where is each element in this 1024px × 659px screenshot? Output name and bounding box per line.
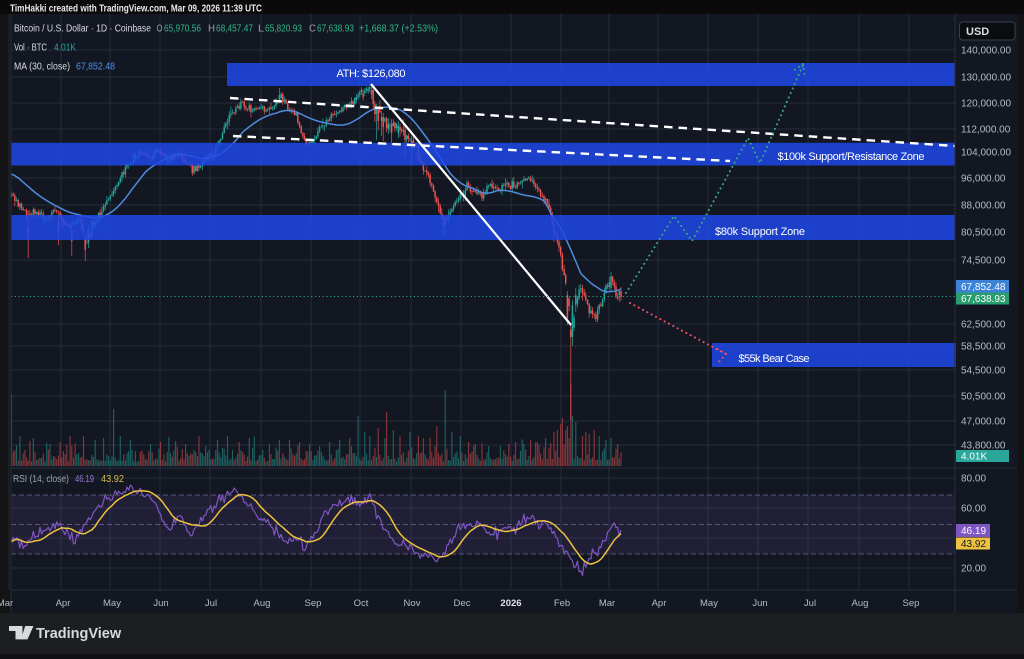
svg-text:May: May [103,598,121,609]
svg-text:88,000.00: 88,000.00 [961,201,1006,212]
svg-text:H: H [208,24,215,35]
svg-text:50,500.00: 50,500.00 [961,392,1006,403]
svg-text:46.19: 46.19 [75,474,94,485]
svg-text:Bitcoin / U.S. Dollar · 1D · C: Bitcoin / U.S. Dollar · 1D · Coinbase [14,24,151,35]
svg-text:2026: 2026 [500,598,521,609]
svg-text:65,820.93: 65,820.93 [265,24,302,35]
svg-text:60.00: 60.00 [961,504,986,515]
svg-text:54,500.00: 54,500.00 [961,366,1006,377]
svg-text:47,000.00: 47,000.00 [961,417,1006,428]
svg-text:104,000.00: 104,000.00 [961,148,1011,159]
svg-text:Jun: Jun [752,598,767,609]
svg-text:Apr: Apr [56,598,71,609]
svg-text:74,500.00: 74,500.00 [961,256,1006,267]
svg-text:Aug: Aug [852,598,869,609]
svg-text:$80k Support Zone: $80k Support Zone [715,226,805,238]
svg-text:67,852.48: 67,852.48 [76,62,115,73]
svg-text:112,000.00: 112,000.00 [961,125,1011,136]
svg-text:140,000.00: 140,000.00 [961,46,1011,57]
svg-text:L: L [258,24,265,35]
svg-text:TimHakki created with TradingV: TimHakki created with TradingView.com, M… [10,4,262,15]
svg-text:$100k Support/Resistance Zone: $100k Support/Resistance Zone [778,151,925,163]
svg-text:MA (30, close): MA (30, close) [14,62,70,73]
svg-text:67,638.93: 67,638.93 [317,24,354,35]
svg-text:O: O [157,24,163,35]
svg-text:65,970.56: 65,970.56 [164,24,201,35]
svg-text:Nov: Nov [404,598,421,609]
svg-text:Jul: Jul [205,598,217,609]
svg-text:96,000.00: 96,000.00 [961,174,1006,185]
svg-text:43.92: 43.92 [961,539,986,550]
svg-text:68,457.47: 68,457.47 [216,24,253,35]
svg-text:RSI (14, close): RSI (14, close) [13,474,69,485]
svg-text:67,852.48: 67,852.48 [961,282,1006,293]
svg-text:130,000.00: 130,000.00 [961,73,1011,84]
svg-text:Dec: Dec [454,598,471,609]
svg-text:Jul: Jul [804,598,816,609]
svg-text:4.01K: 4.01K [961,452,987,463]
svg-text:67,638.93: 67,638.93 [961,294,1006,305]
svg-text:$55k Bear Case: $55k Bear Case [739,353,810,365]
svg-text:43,800.00: 43,800.00 [961,441,1006,452]
svg-text:Mar: Mar [0,598,13,609]
svg-text:20.00: 20.00 [961,564,986,575]
svg-text:Mar: Mar [599,598,615,609]
svg-text:Apr: Apr [652,598,667,609]
svg-text:120,000.00: 120,000.00 [961,99,1011,110]
svg-text:Jun: Jun [153,598,168,609]
svg-text:58,500.00: 58,500.00 [961,342,1006,353]
svg-text:Feb: Feb [554,598,570,609]
svg-text:Aug: Aug [254,598,271,609]
svg-text:May: May [700,598,718,609]
svg-text:USD: USD [966,26,989,38]
svg-text:Sep: Sep [903,598,920,609]
svg-text:4.01K: 4.01K [54,43,76,54]
svg-text:C: C [309,24,316,35]
svg-text:80,500.00: 80,500.00 [961,228,1006,239]
svg-text:80.00: 80.00 [961,474,986,485]
svg-text:Oct: Oct [354,598,369,609]
svg-text:TradingView: TradingView [36,626,122,642]
svg-text:62,500.00: 62,500.00 [961,320,1006,331]
svg-text:46.19: 46.19 [961,526,986,537]
svg-text:Sep: Sep [305,598,322,609]
svg-text:+1,668.37 (+2.53%): +1,668.37 (+2.53%) [359,24,438,35]
svg-text:Vol · BTC: Vol · BTC [14,43,47,54]
svg-text:ATH: $126,080: ATH: $126,080 [337,68,406,80]
svg-text:43.92: 43.92 [101,474,124,485]
